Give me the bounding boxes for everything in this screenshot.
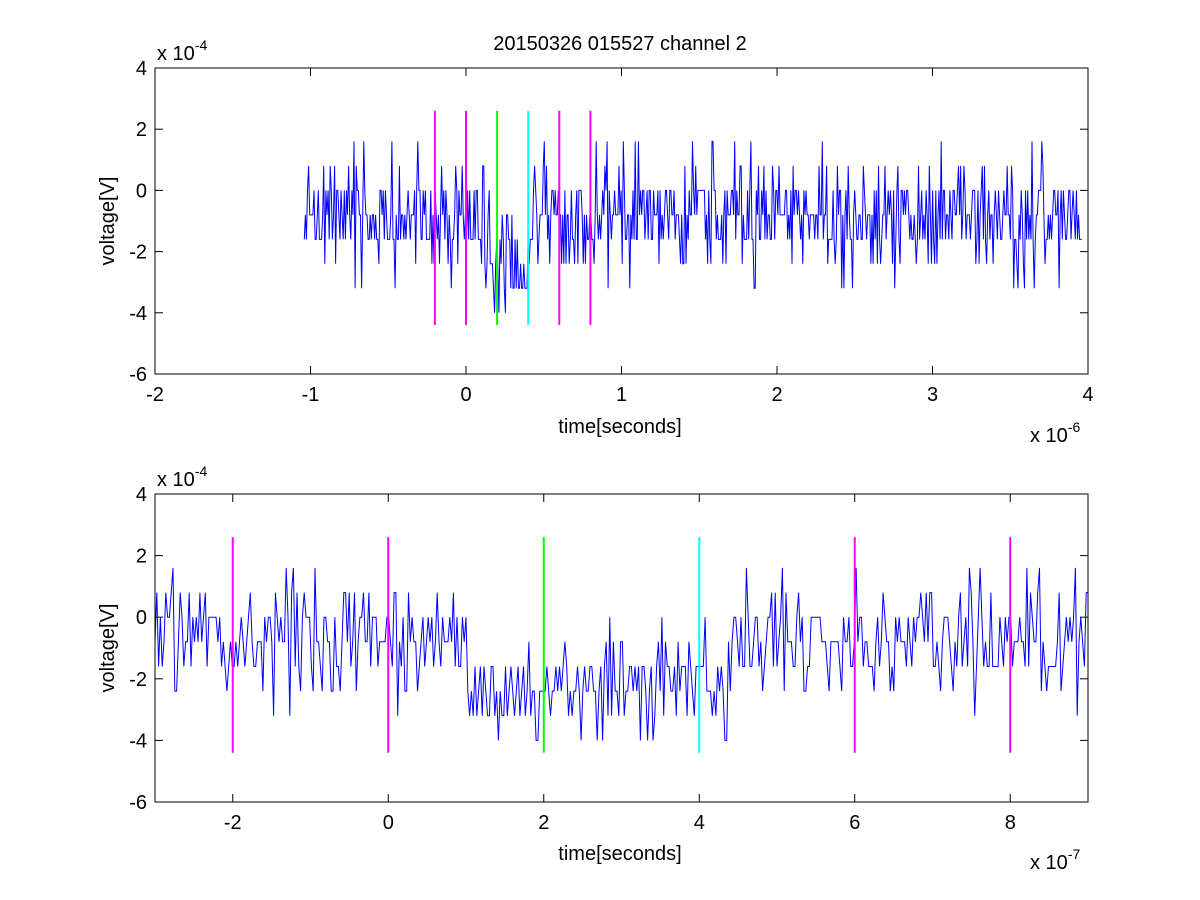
bottom-x-exponent-power: -7	[1068, 846, 1081, 862]
x-tick-label: 4	[1082, 384, 1093, 406]
top-plot-area	[303, 110, 1082, 326]
top-signal-line	[303, 140, 1082, 313]
y-tick-label: 4	[136, 58, 147, 80]
y-tick-label: -4	[129, 303, 147, 325]
bottom-plot-area	[154, 537, 1088, 753]
x-tick-label: 1	[616, 384, 627, 406]
bottom-subplot: -2 0 2 4 6 8 -6 -4 -2 0 2 4 time[seconds] voltage[…	[97, 463, 1089, 874]
bottom-y-exponent: x 10-4	[157, 463, 207, 491]
y-tick-label: -6	[129, 792, 147, 814]
top-y-exponent: x 10-4	[157, 37, 207, 65]
bottom-x-exponent: x 10-7	[1030, 846, 1080, 874]
bottom-x-exponent-base: x 10	[1030, 852, 1068, 874]
x-tick-label: 8	[1005, 812, 1016, 834]
x-tick-label: 3	[927, 384, 938, 406]
bottom-axes-box	[154, 493, 1089, 803]
top-x-exponent-power: -6	[1068, 419, 1081, 435]
y-tick-label: 2	[136, 119, 147, 141]
top-y-axis-label: voltage[V]	[97, 177, 119, 266]
top-x-axis-label: time[seconds]	[558, 416, 681, 438]
bottom-y-ticks: -6 -4 -2 0 2 4	[129, 484, 1088, 814]
top-x-exponent: x 10-6	[1030, 419, 1080, 447]
y-tick-label: 4	[136, 484, 147, 506]
bottom-signal-line	[154, 567, 1088, 741]
top-x-ticks: -2 -1 0 1 2 3 4	[146, 68, 1094, 406]
bottom-y-exponent-power: -4	[195, 463, 208, 479]
figure-title: 20150326 015527 channel 2	[493, 33, 747, 55]
x-tick-label: 0	[383, 812, 394, 834]
y-tick-label: 0	[136, 607, 147, 629]
x-tick-label: 6	[849, 812, 860, 834]
y-tick-label: 2	[136, 546, 147, 568]
bottom-y-exponent-base: x 10	[157, 469, 195, 491]
bottom-x-axis-label: time[seconds]	[558, 843, 681, 865]
y-tick-label: 0	[136, 180, 147, 202]
x-tick-label: -1	[302, 384, 320, 406]
top-y-exponent-power: -4	[195, 37, 208, 53]
x-tick-label: -2	[224, 812, 242, 834]
bottom-y-axis-label: voltage[V]	[97, 604, 119, 693]
top-y-ticks: -6 -4 -2 0 2 4	[129, 58, 1088, 386]
y-tick-label: -2	[129, 242, 147, 264]
x-tick-label: 0	[460, 384, 471, 406]
bottom-markers	[231, 537, 1012, 753]
x-tick-label: 2	[538, 812, 549, 834]
x-tick-label: 4	[694, 812, 705, 834]
x-tick-label: 2	[771, 384, 782, 406]
y-tick-label: -2	[129, 669, 147, 691]
x-tick-label: -2	[146, 384, 164, 406]
top-subplot: -2 -1 0 1 2 3 4 -6 -4 -2 0 2 4 time[seconds] voltag…	[97, 37, 1094, 447]
top-x-exponent-base: x 10	[1030, 425, 1068, 447]
y-tick-label: -4	[129, 730, 147, 752]
bottom-x-ticks: -2 0 2 4 6 8	[224, 494, 1016, 834]
top-markers	[433, 110, 592, 326]
top-y-exponent-base: x 10	[157, 43, 195, 65]
y-tick-label: -6	[129, 364, 147, 386]
